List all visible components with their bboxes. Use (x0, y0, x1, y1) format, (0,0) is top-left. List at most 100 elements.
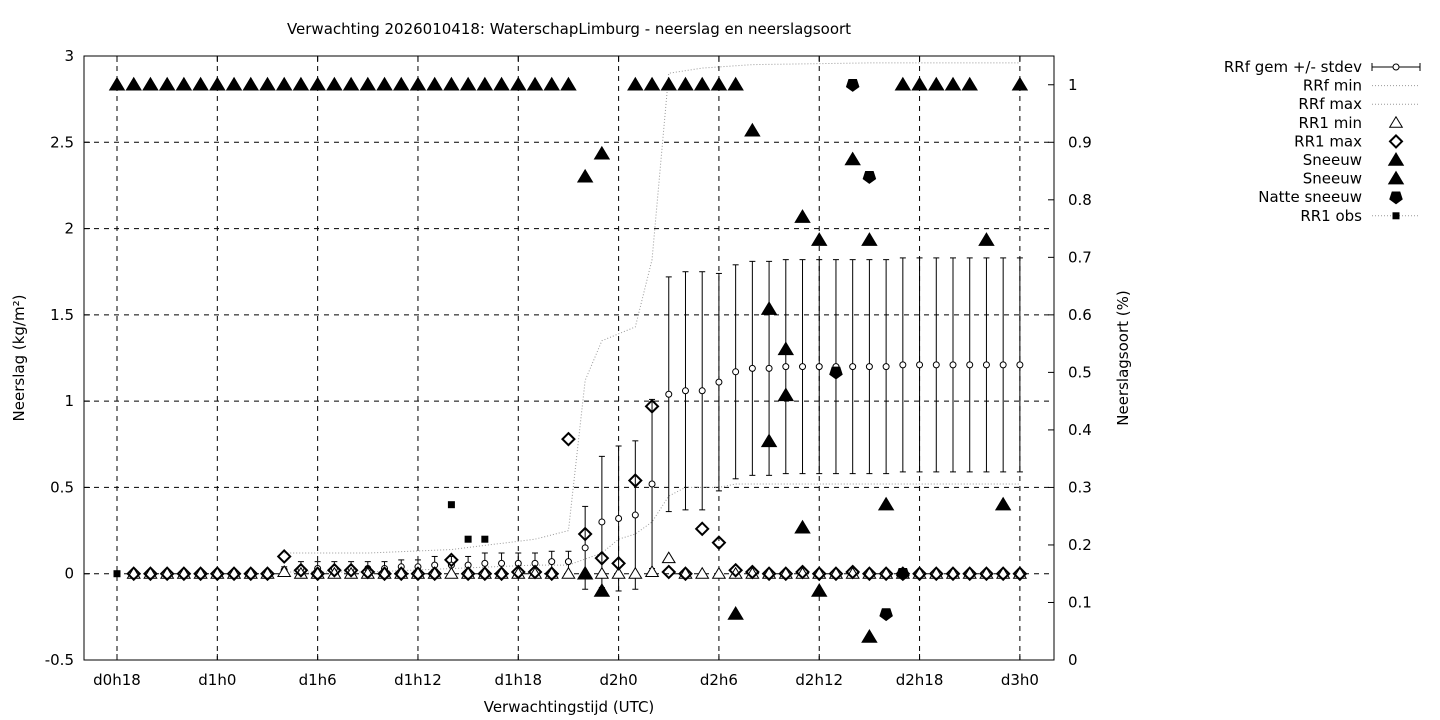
sneeuw-point (877, 496, 895, 511)
rr1-obs-point (481, 535, 489, 543)
legend-label: Sneeuw (1303, 170, 1362, 188)
rr1-min-point (594, 566, 610, 579)
x-tick-label: d1h6 (299, 671, 337, 689)
rrf-mean-point (949, 361, 957, 369)
rr1-min-point (561, 566, 576, 579)
natte-sneeuw-point (862, 171, 877, 184)
legend-obs-marker (1392, 212, 1400, 220)
sneeuw-point-2 (777, 387, 795, 402)
rrf-mean-point (732, 368, 740, 376)
rr1-max-point (577, 526, 593, 542)
chart-title: Verwachting 2026010418: WaterschapLimbur… (287, 20, 851, 38)
rrf-mean-point (615, 514, 623, 522)
rrf-max-line (284, 62, 1020, 554)
y2-tick-label: 0.9 (1068, 133, 1092, 151)
x-tick-label: d2h18 (896, 671, 944, 689)
rrf-mean-point (799, 363, 807, 371)
sneeuw-point (844, 151, 861, 166)
rr1-max-point (143, 566, 158, 582)
rrf-mean-point (999, 361, 1007, 369)
sneeuw-point-2 (576, 565, 594, 580)
rr1-max-point (845, 564, 861, 580)
sneeuw-point (944, 76, 962, 91)
plot-series (108, 62, 1029, 643)
sneeuw-point (108, 76, 126, 91)
rr1-max-point (594, 550, 610, 566)
sneeuw-point (677, 76, 694, 91)
sneeuw-point (710, 76, 728, 91)
rr1-max-point (728, 562, 744, 578)
rr1-max-point (427, 566, 443, 582)
rrf-mean-point (815, 363, 823, 371)
rr1-max-point (510, 564, 526, 580)
rrf-mean-point (698, 387, 706, 395)
y-tick-label: 2 (64, 220, 74, 238)
legend-label: RR1 max (1294, 132, 1362, 150)
rr1-max-point (995, 566, 1011, 582)
sneeuw-point (393, 76, 410, 91)
sneeuw-point (359, 76, 377, 91)
y-tick-label: 0 (64, 565, 74, 583)
rr1-max-point (343, 562, 359, 578)
rr1-min-point (661, 551, 676, 564)
x-tick-label: d2h6 (700, 671, 738, 689)
y2-axis-label: Neerslagsoort (%) (1114, 290, 1132, 425)
rrf-mean-point (982, 361, 990, 369)
rr1-max-point (828, 566, 844, 582)
legend-label: RRf gem +/- stdev (1224, 58, 1362, 76)
sneeuw-point (978, 232, 995, 246)
sneeuw-point (142, 76, 159, 91)
rr1-max-point (176, 566, 192, 582)
sneeuw-point-2 (794, 519, 811, 534)
sneeuw-point (175, 76, 193, 91)
y-tick-label: -0.5 (45, 651, 74, 669)
sneeuw-point (811, 232, 828, 246)
sneeuw-point (158, 76, 176, 91)
rrf-mean-point (648, 480, 656, 488)
y2-tick-label: 0.1 (1068, 593, 1092, 611)
rr1-max-point (276, 549, 292, 564)
rr1-max-point (260, 566, 275, 582)
rr1-max-point (761, 566, 777, 582)
x-tick-label: d2h0 (600, 671, 638, 689)
legend-triangle-filled-marker (1387, 152, 1405, 166)
sneeuw-point (426, 76, 443, 91)
rr1-obs-point (464, 535, 472, 543)
rr1-max-point (226, 566, 242, 582)
sneeuw-point (1011, 76, 1029, 91)
legend-label: RRf min (1303, 77, 1362, 95)
legend-triangle-open-marker (1388, 115, 1404, 128)
sneeuw-point (928, 76, 945, 91)
rr1-max-point (644, 398, 660, 414)
rr1-max-point (711, 535, 727, 551)
rr1-max-point (460, 566, 476, 582)
rr1-max-point (778, 566, 794, 582)
y-axis-label: Neerslag (kg/m²) (10, 295, 28, 422)
sneeuw-point-2 (593, 582, 611, 597)
rrf-mean-point (916, 361, 924, 369)
rrf-mean-point (748, 364, 756, 372)
rr1-max-point (811, 566, 827, 582)
rrf-mean-point (765, 364, 773, 372)
rr1-max-point (377, 566, 392, 582)
sneeuw-point (727, 76, 744, 91)
rr1-min-point (628, 566, 643, 579)
rrf-mean-point (598, 518, 606, 526)
sneeuw-point (861, 232, 878, 246)
sneeuw-point (510, 76, 527, 91)
rr1-max-point (627, 473, 643, 488)
rrf-mean-point (966, 361, 974, 369)
plot-frame (83, 55, 1055, 661)
y2-tick-label: 0.3 (1068, 478, 1092, 496)
rr1-max-point (678, 566, 693, 582)
sneeuw-point (777, 341, 795, 356)
y-tick-label: 1.5 (50, 306, 74, 324)
rr1-max-point (912, 566, 927, 582)
natte-sneeuw-point (896, 567, 910, 581)
sneeuw-point (225, 76, 243, 91)
y2-tick-label: 0.5 (1068, 363, 1092, 381)
x-tick-label: d1h12 (394, 671, 442, 689)
rr1-min-point (644, 565, 660, 577)
natte-sneeuw-point (845, 79, 860, 92)
